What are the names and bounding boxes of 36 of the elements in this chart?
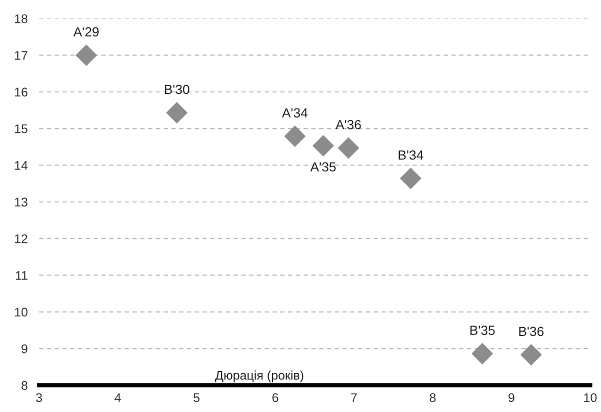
point <box>472 342 494 364</box>
annotation: B'35 <box>470 326 495 336</box>
point <box>520 344 542 366</box>
x-tick-label: 4 <box>114 393 121 402</box>
annotation: A'36 <box>336 120 361 130</box>
y-tick-label: 16 <box>15 88 28 97</box>
annotation: A'34 <box>282 108 308 118</box>
annotation: B'34 <box>398 150 424 160</box>
point <box>166 102 188 124</box>
annotation: B'30 <box>164 84 190 94</box>
point <box>312 135 334 157</box>
x-axis-title: Дюрація (років) <box>215 370 304 382</box>
point <box>284 125 306 148</box>
annotation: A'29 <box>73 27 99 37</box>
annotation: A'35 <box>310 162 336 172</box>
y-tick-label: 18 <box>15 14 28 24</box>
point <box>400 168 422 190</box>
y-tick-label: 8 <box>22 381 28 390</box>
point <box>76 44 98 66</box>
point <box>338 137 360 159</box>
y-tick-label: 14 <box>15 161 28 170</box>
x-tick-label: 9 <box>508 393 514 402</box>
y-tick-label: 9 <box>22 344 28 354</box>
x-tick-label: 3 <box>36 393 42 402</box>
y-tick-label: 10 <box>15 308 28 317</box>
x-tick-label: 7 <box>351 393 357 402</box>
x-tick-label: 6 <box>272 393 278 402</box>
x-tick-label: 10 <box>584 393 597 402</box>
y-tick-label: 11 <box>16 271 28 280</box>
x-tick-label: 8 <box>430 393 436 402</box>
y-tick-label: 17 <box>15 51 28 60</box>
x-tick-label: 5 <box>194 393 200 402</box>
y-tick-label: 12 <box>15 234 28 244</box>
y-tick-label: 13 <box>15 198 28 207</box>
annotation: B'36 <box>519 326 544 336</box>
y-tick-label: 15 <box>15 124 28 134</box>
